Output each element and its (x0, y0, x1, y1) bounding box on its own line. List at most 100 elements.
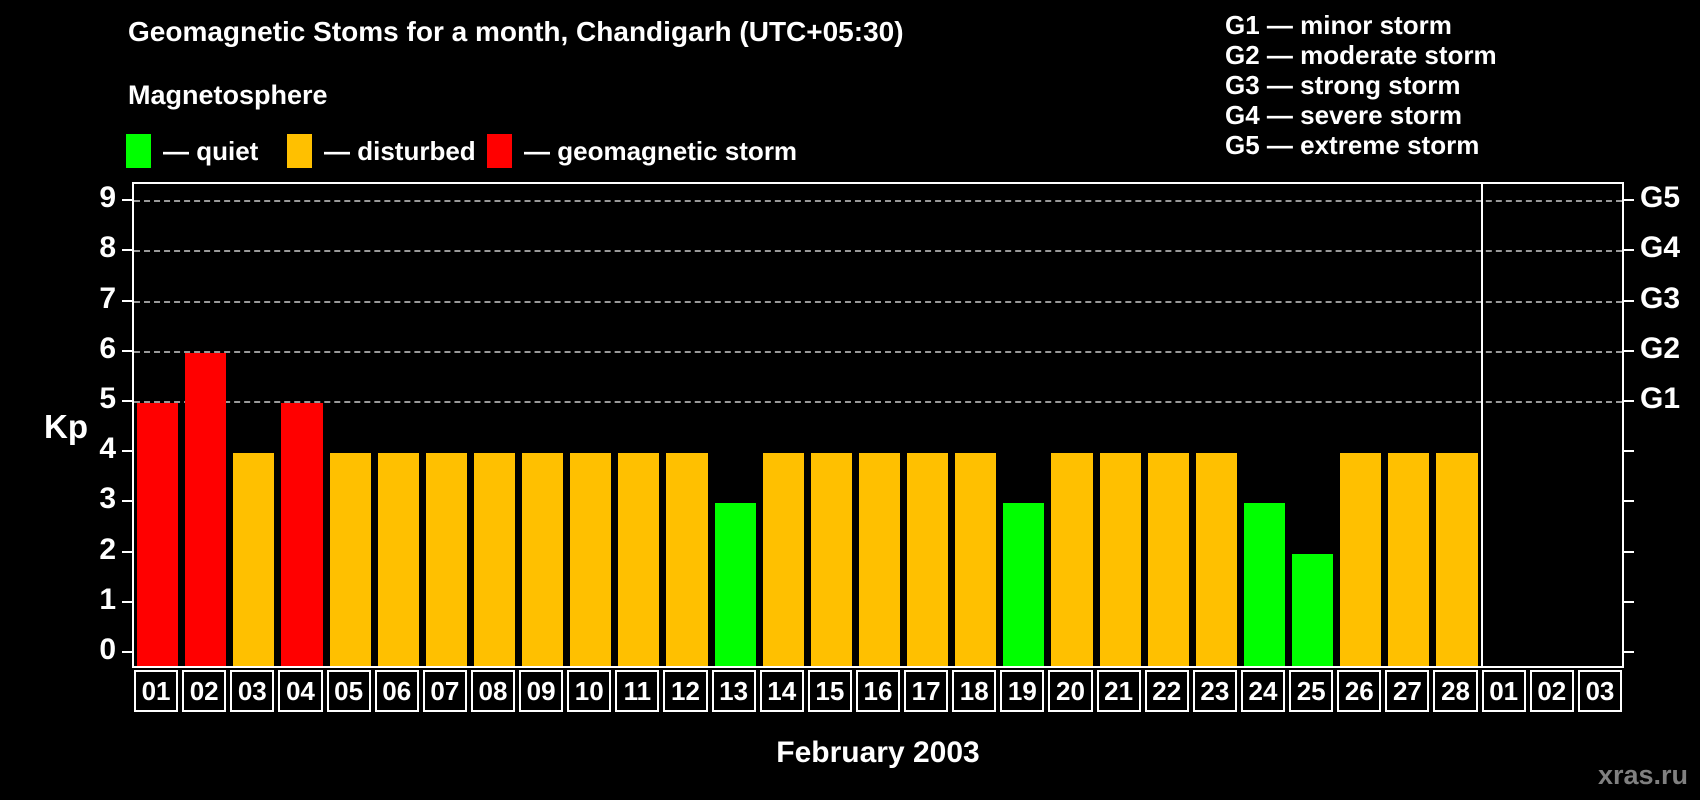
y-tick-label-7: 7 (99, 281, 116, 315)
day-label-19: 19 (1000, 670, 1045, 712)
g-scale-label-G3: G3 (1640, 281, 1681, 315)
kp-bar-day-25 (1292, 553, 1334, 666)
gridline-kp8 (134, 250, 1622, 253)
gscale-line: G2 — moderate storm (1225, 40, 1497, 70)
watermark: xras.ru (1597, 760, 1688, 790)
kp-bar-day-13 (714, 503, 756, 666)
day-label-20: 20 (1048, 670, 1093, 712)
day-label-28: 28 (1433, 670, 1478, 712)
y-tick-left-3 (122, 500, 132, 503)
y-tick-right-0 (1624, 651, 1634, 653)
legend-label: — geomagnetic storm (524, 135, 798, 166)
quiet-swatch-icon (126, 134, 151, 168)
kp-bar-day-10 (570, 453, 612, 666)
kp-bar-day-18 (955, 453, 997, 666)
kp-bar-day-27 (1388, 453, 1430, 666)
day-label-15: 15 (807, 670, 852, 712)
y-tick-right-3 (1624, 500, 1634, 503)
y-tick-right-4 (1624, 450, 1634, 453)
kp-bar-day-12 (666, 453, 708, 666)
legend-item-storm: — geomagnetic storm (487, 133, 797, 169)
kp-bar-day-11 (618, 453, 660, 666)
chart-title: Geomagnetic Stoms for a month, Chandigar… (128, 16, 904, 47)
g-scale-label-G5: G5 (1640, 181, 1681, 215)
month-separator-line (1480, 184, 1483, 666)
y-tick-left-7 (122, 299, 132, 302)
disturbed-swatch-icon (287, 134, 312, 168)
y-tick-right-8 (1624, 249, 1634, 252)
kp-bar-day-28 (1436, 453, 1478, 666)
plot-area (132, 182, 1624, 668)
day-label-04: 04 (278, 670, 323, 712)
y-tick-right-6 (1624, 349, 1634, 352)
y-tick-left-8 (122, 249, 132, 252)
day-label-27: 27 (1385, 670, 1430, 712)
day-label-24: 24 (1240, 670, 1286, 712)
g-scale-label-G2: G2 (1640, 331, 1681, 365)
y-tick-label-9: 9 (99, 181, 116, 215)
kp-bar-day-17 (907, 453, 949, 666)
kp-bar-day-14 (762, 453, 804, 666)
y-tick-left-2 (122, 550, 132, 553)
kp-bar-day-15 (810, 453, 852, 666)
gridline-kp9 (134, 200, 1622, 203)
day-label-13: 13 (711, 670, 756, 712)
magnetosphere-heading: Magnetosphere (128, 80, 328, 110)
kp-bar-day-09 (522, 453, 564, 666)
gridline-kp6 (134, 350, 1622, 353)
y-tick-left-9 (122, 199, 132, 202)
legend-item-quiet: — quiet (126, 133, 258, 169)
kp-bar-day-08 (473, 453, 516, 666)
kp-bar-day-26 (1340, 453, 1382, 666)
kp-bar-day-16 (858, 453, 901, 666)
legend-label: — quiet (163, 135, 259, 166)
g-scale-label-G1: G1 (1640, 382, 1681, 415)
y-tick-label-1: 1 (99, 582, 116, 616)
y-tick-left-6 (122, 349, 132, 352)
y-tick-right-9 (1624, 199, 1634, 202)
gridline-kp5 (134, 401, 1622, 403)
y-tick-label-2: 2 (99, 532, 116, 566)
y-tick-left-1 (122, 600, 132, 603)
y-tick-right-7 (1624, 299, 1634, 302)
y-tick-label-5: 5 (99, 382, 116, 415)
gscale-line: G1 — minor storm (1225, 10, 1452, 40)
y-tick-label-0: 0 (99, 633, 116, 666)
kp-bar-day-07 (425, 453, 467, 666)
day-label-14: 14 (759, 670, 804, 712)
day-label-next-02: 02 (1529, 670, 1574, 712)
gscale-line: G5 — extreme storm (1225, 130, 1480, 160)
y-tick-right-5 (1624, 400, 1634, 402)
gridline-kp7 (134, 300, 1622, 303)
kp-bar-day-22 (1147, 453, 1189, 666)
y-tick-left-5 (122, 400, 132, 402)
kp-bar-day-24 (1243, 503, 1286, 666)
g-scale-label-G4: G4 (1640, 231, 1681, 265)
day-label-05: 05 (326, 670, 371, 712)
kp-bar-day-03 (233, 453, 275, 666)
kp-bar-day-19 (1003, 503, 1045, 666)
y-tick-right-1 (1624, 600, 1634, 603)
gscale-line: G3 — strong storm (1225, 70, 1461, 100)
y-tick-label-8: 8 (99, 231, 116, 265)
day-label-07: 07 (422, 670, 467, 712)
gscale-legend: G1 — minor storm G2 — moderate storm G3 … (1225, 10, 1497, 160)
kp-bar-day-02 (185, 352, 227, 666)
day-label-22: 22 (1144, 670, 1189, 712)
kp-bar-day-04 (281, 403, 323, 666)
legend-item-disturbed: — disturbed (287, 133, 476, 169)
y-tick-right-2 (1624, 550, 1634, 553)
day-label-21: 21 (1096, 670, 1141, 712)
kp-bar-day-01 (137, 403, 179, 666)
day-label-18: 18 (952, 670, 997, 712)
day-label-17: 17 (904, 670, 949, 712)
kp-bar-day-06 (377, 453, 419, 666)
day-label-08: 08 (470, 670, 516, 712)
y-tick-left-0 (122, 651, 132, 653)
day-label-01: 01 (134, 670, 179, 712)
kp-bar-day-23 (1195, 453, 1237, 666)
y-tick-left-4 (122, 450, 132, 453)
day-label-next-03: 03 (1577, 670, 1622, 712)
kp-bar-day-21 (1099, 453, 1141, 666)
